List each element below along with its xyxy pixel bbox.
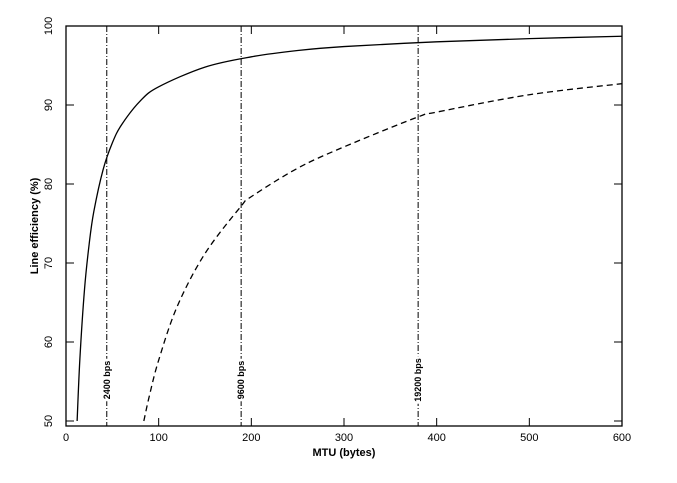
x-tick-label: 100 xyxy=(149,432,167,444)
x-axis-label: MTU (bytes) xyxy=(313,447,376,459)
reference-line-label: 19200 bps xyxy=(413,358,423,402)
x-tick-label: 400 xyxy=(427,432,445,444)
axis-ticks: 0 100 200 300 400 500 600 50 60 70 80 90 100 xyxy=(43,17,631,444)
y-tick-label: 90 xyxy=(43,99,55,111)
y-tick-label: 80 xyxy=(43,178,55,190)
y-tick-label: 70 xyxy=(43,257,55,269)
x-tick-label: 0 xyxy=(63,432,69,444)
data-curves xyxy=(76,35,623,422)
reference-label-bg xyxy=(235,358,248,402)
reference-label-bg xyxy=(100,358,113,402)
y-axis-label: Line efficiency (%) xyxy=(29,177,41,274)
y-tick-label: 50 xyxy=(43,415,55,427)
plot-frame xyxy=(65,25,623,427)
reference-label-bg xyxy=(412,356,425,404)
x-tick-label: 300 xyxy=(335,432,353,444)
reference-line-label: 9600 bps xyxy=(236,361,246,400)
y-tick-label: 60 xyxy=(43,336,55,348)
x-tick-label: 500 xyxy=(520,432,538,444)
solid-curve xyxy=(76,35,623,422)
y-tick-label: 100 xyxy=(43,17,55,35)
reference-lines: 2400 bps 9600 bps 19200 bps xyxy=(100,26,425,426)
dashed-curve xyxy=(143,83,623,422)
x-tick-label: 200 xyxy=(242,432,260,444)
reference-line-label: 2400 bps xyxy=(102,361,112,400)
x-tick-label: 600 xyxy=(613,432,631,444)
